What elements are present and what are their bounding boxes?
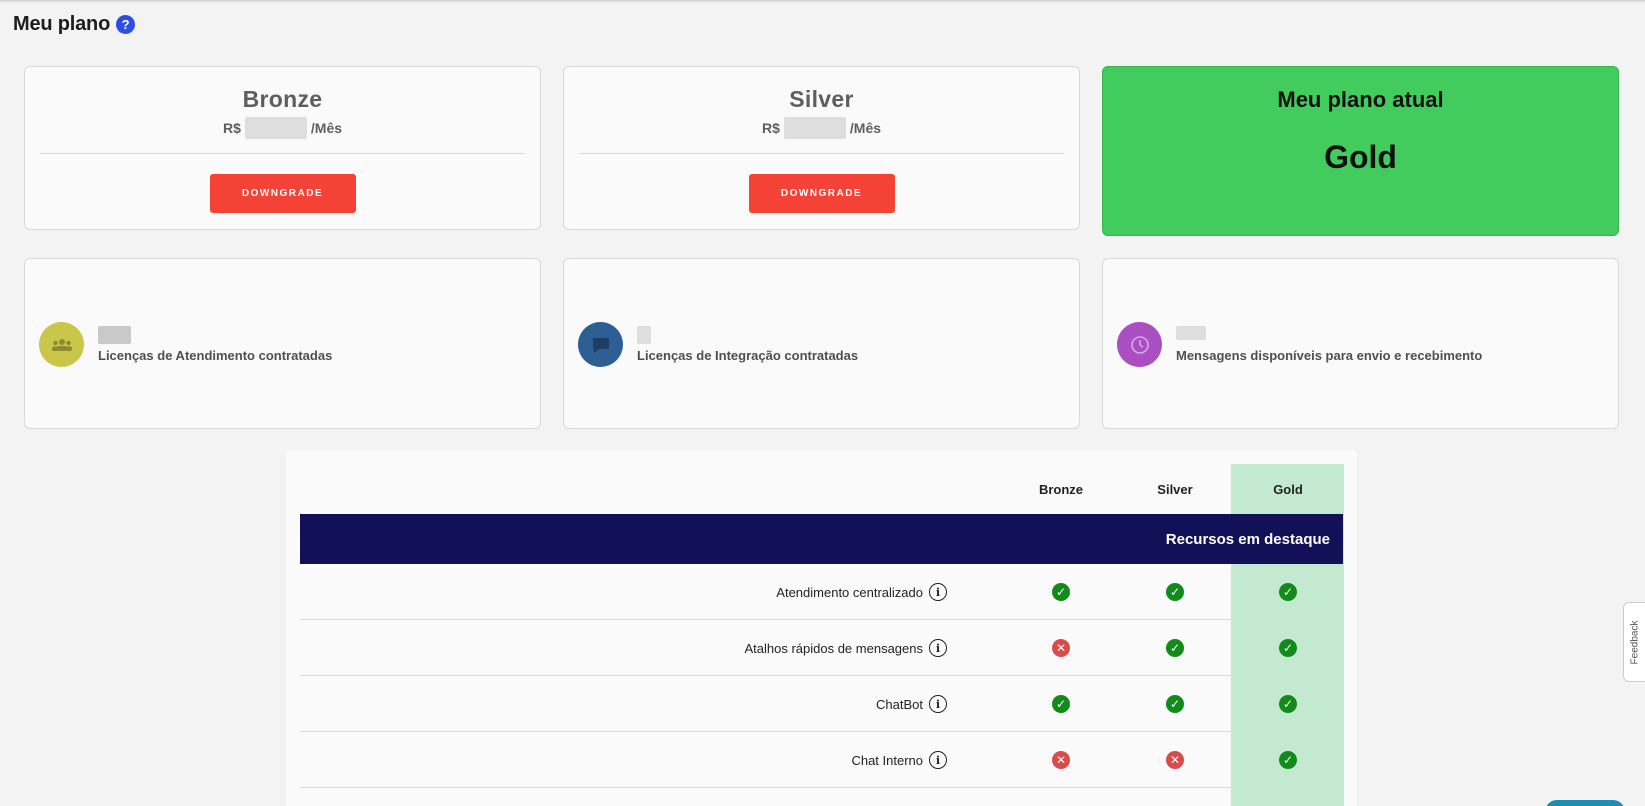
plan-name: Bronze: [242, 86, 323, 112]
page-title-text: Meu plano: [13, 13, 111, 35]
feature-name: Chat Interno: [851, 752, 923, 768]
redacted-price: [783, 117, 846, 139]
period-label: /Mês: [310, 120, 343, 136]
check-icon: ✓: [1279, 583, 1297, 601]
stat-card-attendance: Licenças de Atendimento contratadas: [24, 258, 541, 429]
chat-icon: [578, 322, 623, 367]
cell-bronze: ✓: [1004, 676, 1118, 732]
cell-silver: ✓: [1118, 564, 1232, 620]
cell-gold: ✓: [1231, 676, 1345, 732]
check-icon: ✓: [1166, 639, 1184, 657]
feature-name: Atendimento centralizado: [776, 584, 923, 600]
stat-label: Licenças de Atendimento contratadas: [98, 348, 333, 363]
cell-bronze: ✕: [1004, 732, 1118, 788]
info-icon[interactable]: i: [929, 583, 947, 601]
cell-gold: ✓: [1231, 564, 1345, 620]
table-row: Atendimento centralizado i ✓ ✓ ✓: [300, 564, 1343, 620]
check-icon: ✓: [1279, 695, 1297, 713]
page-title: Meu plano ?: [13, 13, 136, 36]
stat-card-integration: Licenças de Integração contratadas: [563, 258, 1080, 429]
info-icon[interactable]: i: [929, 751, 947, 769]
feedback-tab[interactable]: Feedback: [1623, 602, 1645, 682]
feature-name: Atalhos rápidos de mensagens: [744, 640, 923, 656]
plan-price: R$ /Mês: [25, 117, 540, 139]
cell-gold: ✓: [1231, 620, 1345, 676]
plan-comparison-table: Bronze Silver Gold Recursos em destaque …: [286, 450, 1357, 806]
floating-action-button[interactable]: [1545, 800, 1625, 806]
check-icon: ✓: [1279, 751, 1297, 769]
downgrade-button[interactable]: DOWNGRADE: [748, 174, 895, 213]
cell-silver: ✓: [1118, 620, 1232, 676]
stat-label: Mensagens disponíveis para envio e receb…: [1176, 348, 1483, 363]
table-header: Bronze Silver Gold: [300, 464, 1343, 514]
table-row: ChatBot i ✓ ✓ ✓: [300, 676, 1343, 732]
cell-silver: ✕: [1118, 732, 1232, 788]
currency-label: R$: [761, 120, 780, 136]
divider: [579, 153, 1064, 154]
redacted-value: [98, 326, 332, 344]
table-row: Chat Interno i ✕ ✕ ✓: [300, 732, 1343, 788]
feature-label: Atendimento centralizado i: [776, 564, 947, 620]
stat-label: Licenças de Integração contratadas: [637, 348, 859, 363]
group-icon: [39, 322, 84, 367]
current-plan-title: Meu plano atual: [1277, 87, 1444, 112]
table-row: Atalhos rápidos de mensagens i ✕ ✓ ✓: [300, 620, 1343, 676]
cell-bronze: ✓: [1004, 564, 1118, 620]
feedback-label: Feedback: [1629, 620, 1641, 664]
stat-card-messages: Mensagens disponíveis para envio e receb…: [1102, 258, 1619, 429]
help-icon[interactable]: ?: [116, 15, 136, 34]
check-icon: ✓: [1279, 639, 1297, 657]
check-icon: ✓: [1052, 695, 1070, 713]
column-header-bronze: Bronze: [1038, 481, 1084, 497]
plan-card-silver: Silver R$ /Mês DOWNGRADE: [563, 66, 1080, 230]
redacted-value: [1176, 326, 1482, 344]
column-header-silver: Silver: [1157, 481, 1193, 497]
divider: [40, 153, 525, 154]
check-icon: ✓: [1052, 583, 1070, 601]
period-label: /Mês: [849, 120, 882, 136]
cell-silver: ✓: [1118, 676, 1232, 732]
cross-icon: ✕: [1052, 751, 1070, 769]
plan-price: R$ /Mês: [564, 117, 1079, 139]
cell-gold: ✓: [1231, 732, 1345, 788]
plan-card-bronze: Bronze R$ /Mês DOWNGRADE: [24, 66, 541, 230]
check-icon: ✓: [1166, 583, 1184, 601]
cross-icon: ✕: [1166, 751, 1184, 769]
info-icon[interactable]: i: [929, 695, 947, 713]
section-header: Recursos em destaque: [300, 514, 1343, 564]
current-plan-name: Gold: [1324, 139, 1397, 175]
feature-name: ChatBot: [876, 696, 923, 712]
redacted-value: [637, 326, 858, 344]
redacted-price: [244, 117, 307, 139]
feature-label: Atalhos rápidos de mensagens i: [744, 620, 947, 676]
cross-icon: ✕: [1052, 639, 1070, 657]
column-header-gold: Gold: [1273, 481, 1303, 497]
downgrade-button[interactable]: DOWNGRADE: [209, 174, 356, 213]
feature-label: Chat Interno i: [851, 732, 947, 788]
currency-label: R$: [222, 120, 241, 136]
cell-bronze: ✕: [1004, 620, 1118, 676]
clock-icon: [1117, 322, 1162, 367]
check-icon: ✓: [1166, 695, 1184, 713]
info-icon[interactable]: i: [929, 639, 947, 657]
current-plan-card: Meu plano atual Gold: [1102, 66, 1619, 236]
plan-name: Silver: [789, 86, 854, 112]
feature-label: ChatBot i: [876, 676, 947, 732]
top-shadow: [0, 0, 1645, 3]
